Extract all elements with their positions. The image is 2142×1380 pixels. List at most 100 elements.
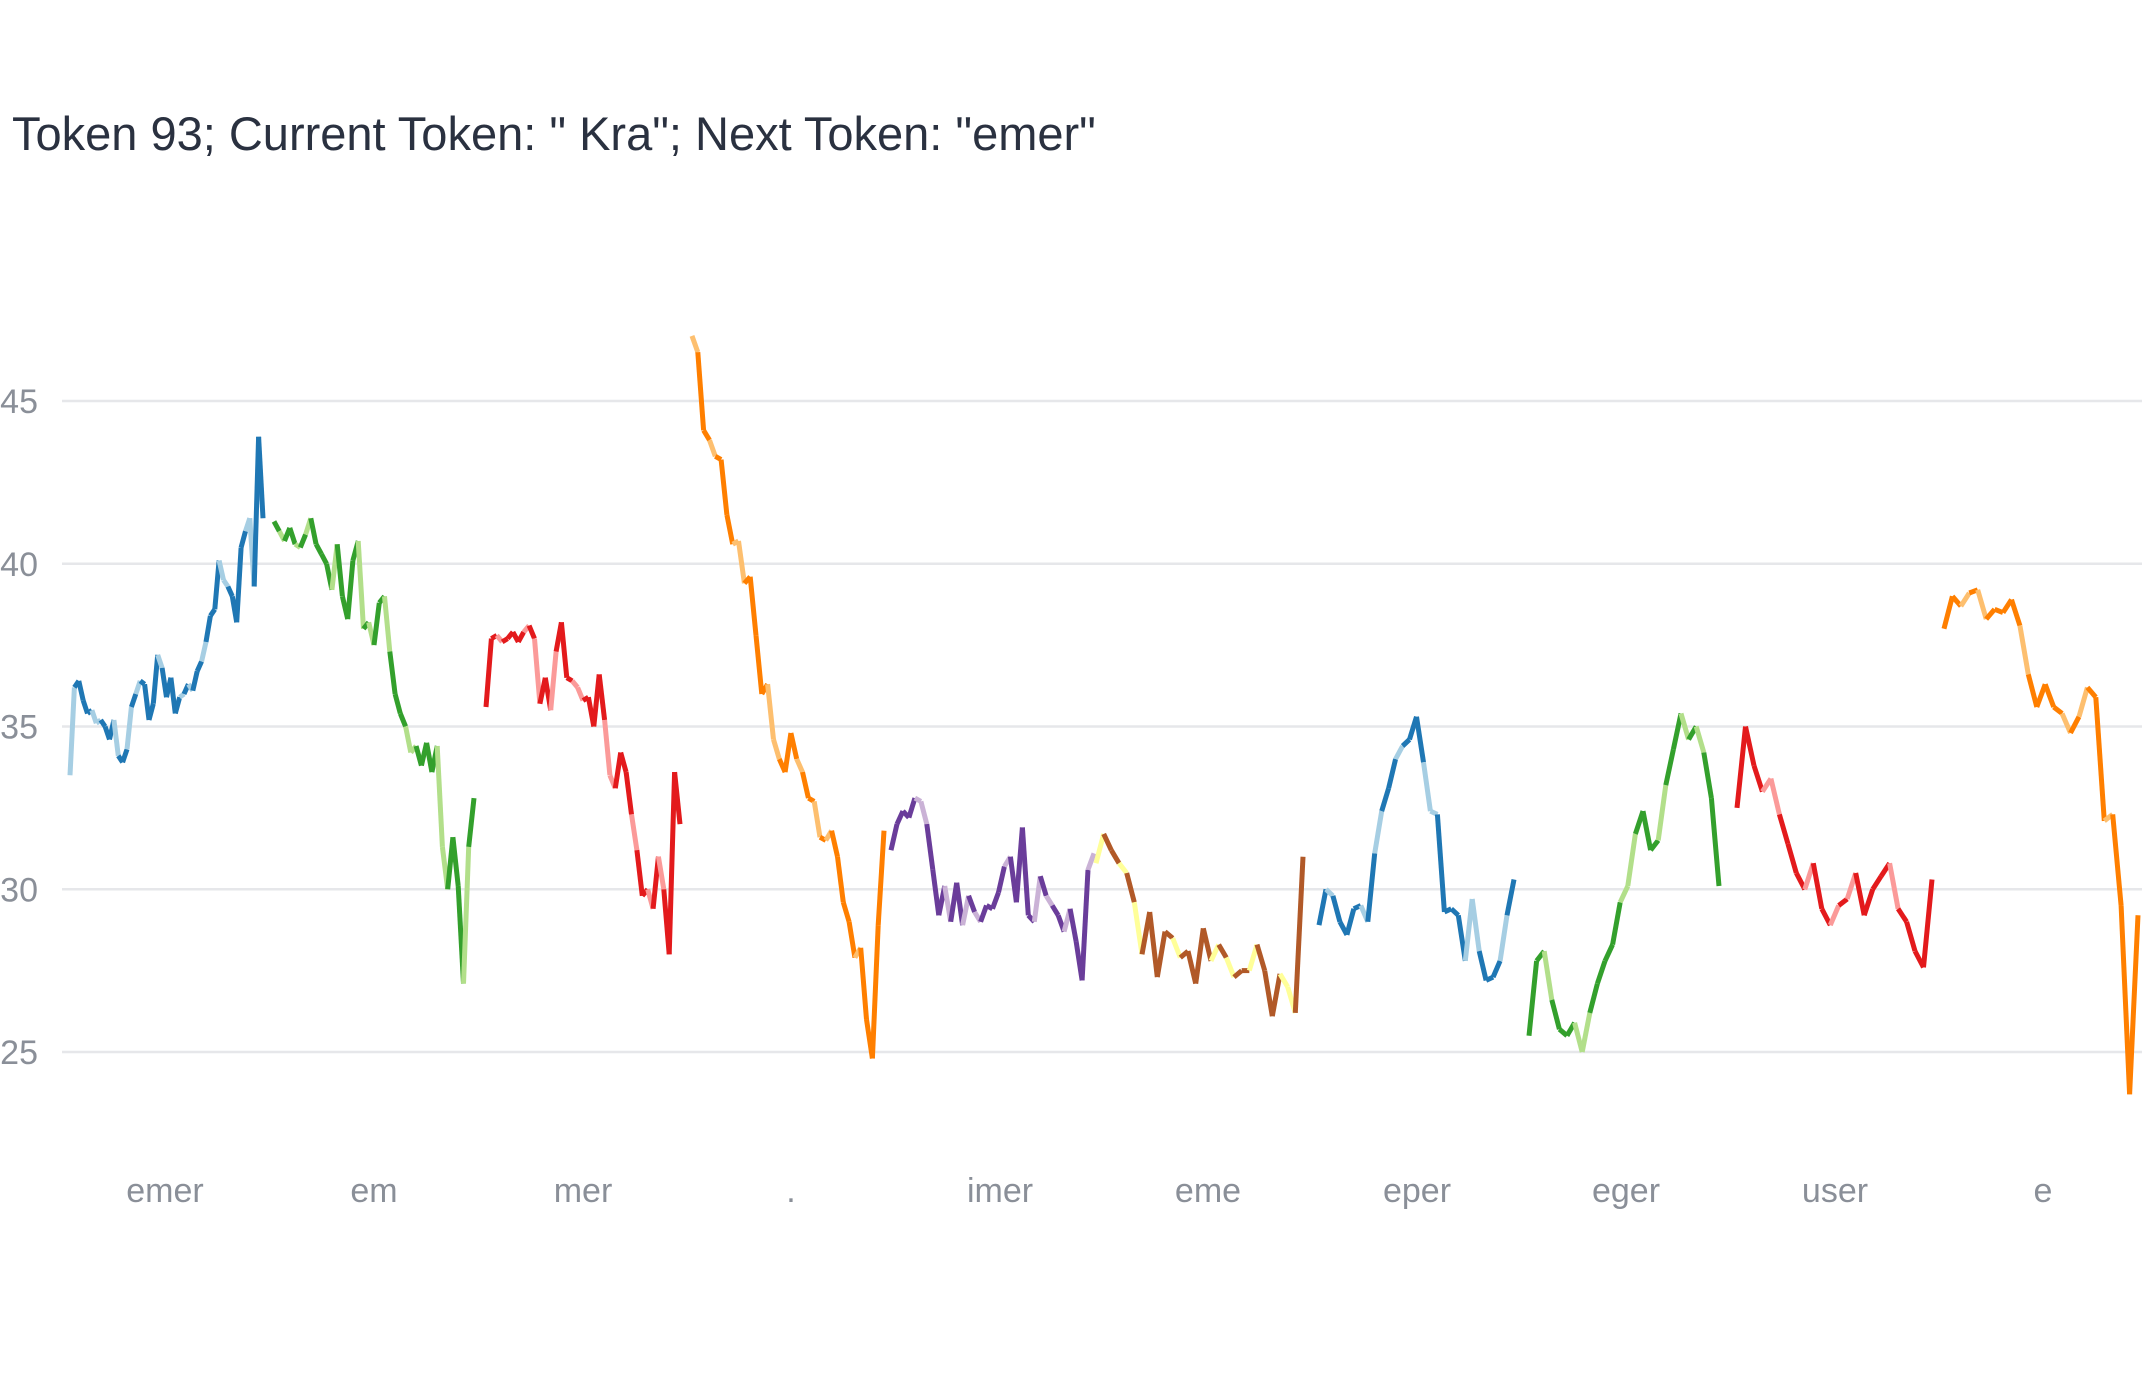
line-step — [120, 748, 130, 764]
line-step — [1269, 973, 1283, 1017]
line-step — [1602, 943, 1615, 962]
line-step — [1485, 974, 1495, 983]
line-step — [129, 693, 139, 708]
line-step — [1810, 862, 1825, 910]
line-step — [155, 654, 165, 669]
line-step — [1751, 764, 1765, 793]
line-step — [753, 635, 765, 695]
line-step — [67, 687, 77, 776]
line-step — [190, 670, 200, 692]
series-segment-em — [271, 517, 477, 984]
line-step — [1837, 897, 1849, 908]
line-step — [146, 703, 156, 721]
line-step — [1421, 761, 1433, 812]
line-step — [1975, 589, 1989, 620]
line-step — [1067, 908, 1079, 942]
line-step — [313, 543, 324, 556]
x-tick-label: mer — [554, 1172, 613, 1210]
line-step — [1019, 827, 1031, 916]
line-step — [840, 901, 852, 923]
line-step — [1625, 833, 1638, 887]
line-step — [1984, 607, 1997, 621]
line-step — [1861, 888, 1876, 917]
line-step — [996, 865, 1007, 894]
line-step — [1648, 838, 1661, 852]
line-step — [918, 800, 930, 825]
y-tick-label: 25 — [0, 1034, 38, 1072]
x-tick-label: eger — [1592, 1172, 1660, 1210]
line-step — [596, 674, 608, 721]
line-step — [875, 830, 887, 926]
line-step — [319, 552, 329, 565]
series-segment-. — [689, 335, 887, 1059]
line-step — [1587, 982, 1600, 1014]
line-step — [345, 560, 356, 620]
line-step — [1785, 843, 1799, 874]
line-step — [2052, 705, 2064, 716]
x-tick-label: emer — [126, 1172, 203, 1210]
line-step — [602, 719, 613, 776]
line-step — [392, 693, 403, 715]
line-step — [2042, 683, 2057, 708]
series-segment-mer — [483, 621, 683, 955]
line-step — [490, 633, 499, 641]
x-tick-label: user — [1802, 1172, 1868, 1210]
line-step — [1701, 752, 1714, 799]
series-segment-user — [1734, 725, 1935, 969]
line-step — [1870, 874, 1884, 891]
line-step — [1776, 813, 1791, 845]
line-step — [548, 651, 559, 711]
line-step — [788, 732, 800, 760]
line-step — [1497, 914, 1510, 962]
line-step — [818, 835, 828, 843]
line-step — [2017, 625, 2031, 675]
line-step — [403, 726, 414, 753]
line-step — [138, 678, 147, 687]
line-step — [1443, 906, 1453, 915]
line-step — [666, 772, 678, 955]
line-step — [1476, 950, 1489, 981]
line-step — [1549, 999, 1562, 1030]
line-step — [194, 660, 204, 673]
line-step — [1200, 927, 1214, 962]
line-step — [1316, 888, 1329, 926]
line-step — [978, 904, 989, 923]
line-step — [2009, 598, 2023, 627]
line-step — [2025, 673, 2040, 708]
line-step — [1504, 879, 1517, 916]
line-step — [1887, 862, 1901, 910]
line-step — [695, 352, 707, 431]
line-step — [1462, 898, 1475, 962]
line-step — [1109, 848, 1122, 865]
chart-title: Token 93; Current Token: " Kra"; Next To… — [12, 107, 1096, 160]
line-step — [1617, 884, 1631, 904]
line-step — [1429, 808, 1439, 817]
line-step — [570, 679, 580, 689]
line-step — [888, 823, 900, 851]
line-step — [1216, 943, 1229, 959]
line-step — [208, 607, 217, 618]
line-step — [990, 891, 1001, 910]
line-step — [271, 520, 282, 533]
line-step — [1170, 937, 1183, 959]
line-step — [846, 921, 858, 958]
line-step — [1379, 787, 1391, 812]
line-step — [858, 947, 869, 1020]
line-step — [461, 846, 472, 984]
line-step — [500, 636, 509, 645]
line-step — [98, 718, 108, 728]
line-step — [629, 814, 640, 851]
series-lines — [67, 335, 2141, 1095]
line-step — [2076, 686, 2090, 718]
line-step — [1449, 906, 1461, 918]
line-step — [124, 706, 134, 750]
y-tick-label: 30 — [0, 871, 38, 909]
line-step — [434, 745, 445, 848]
y-tick-label: 45 — [0, 383, 38, 421]
line-step — [494, 633, 505, 644]
line-step — [526, 624, 537, 640]
line-step — [1579, 1012, 1593, 1053]
line-step — [1734, 726, 1748, 809]
series-segment-eme — [1093, 832, 1306, 1017]
line-step — [1193, 927, 1206, 984]
